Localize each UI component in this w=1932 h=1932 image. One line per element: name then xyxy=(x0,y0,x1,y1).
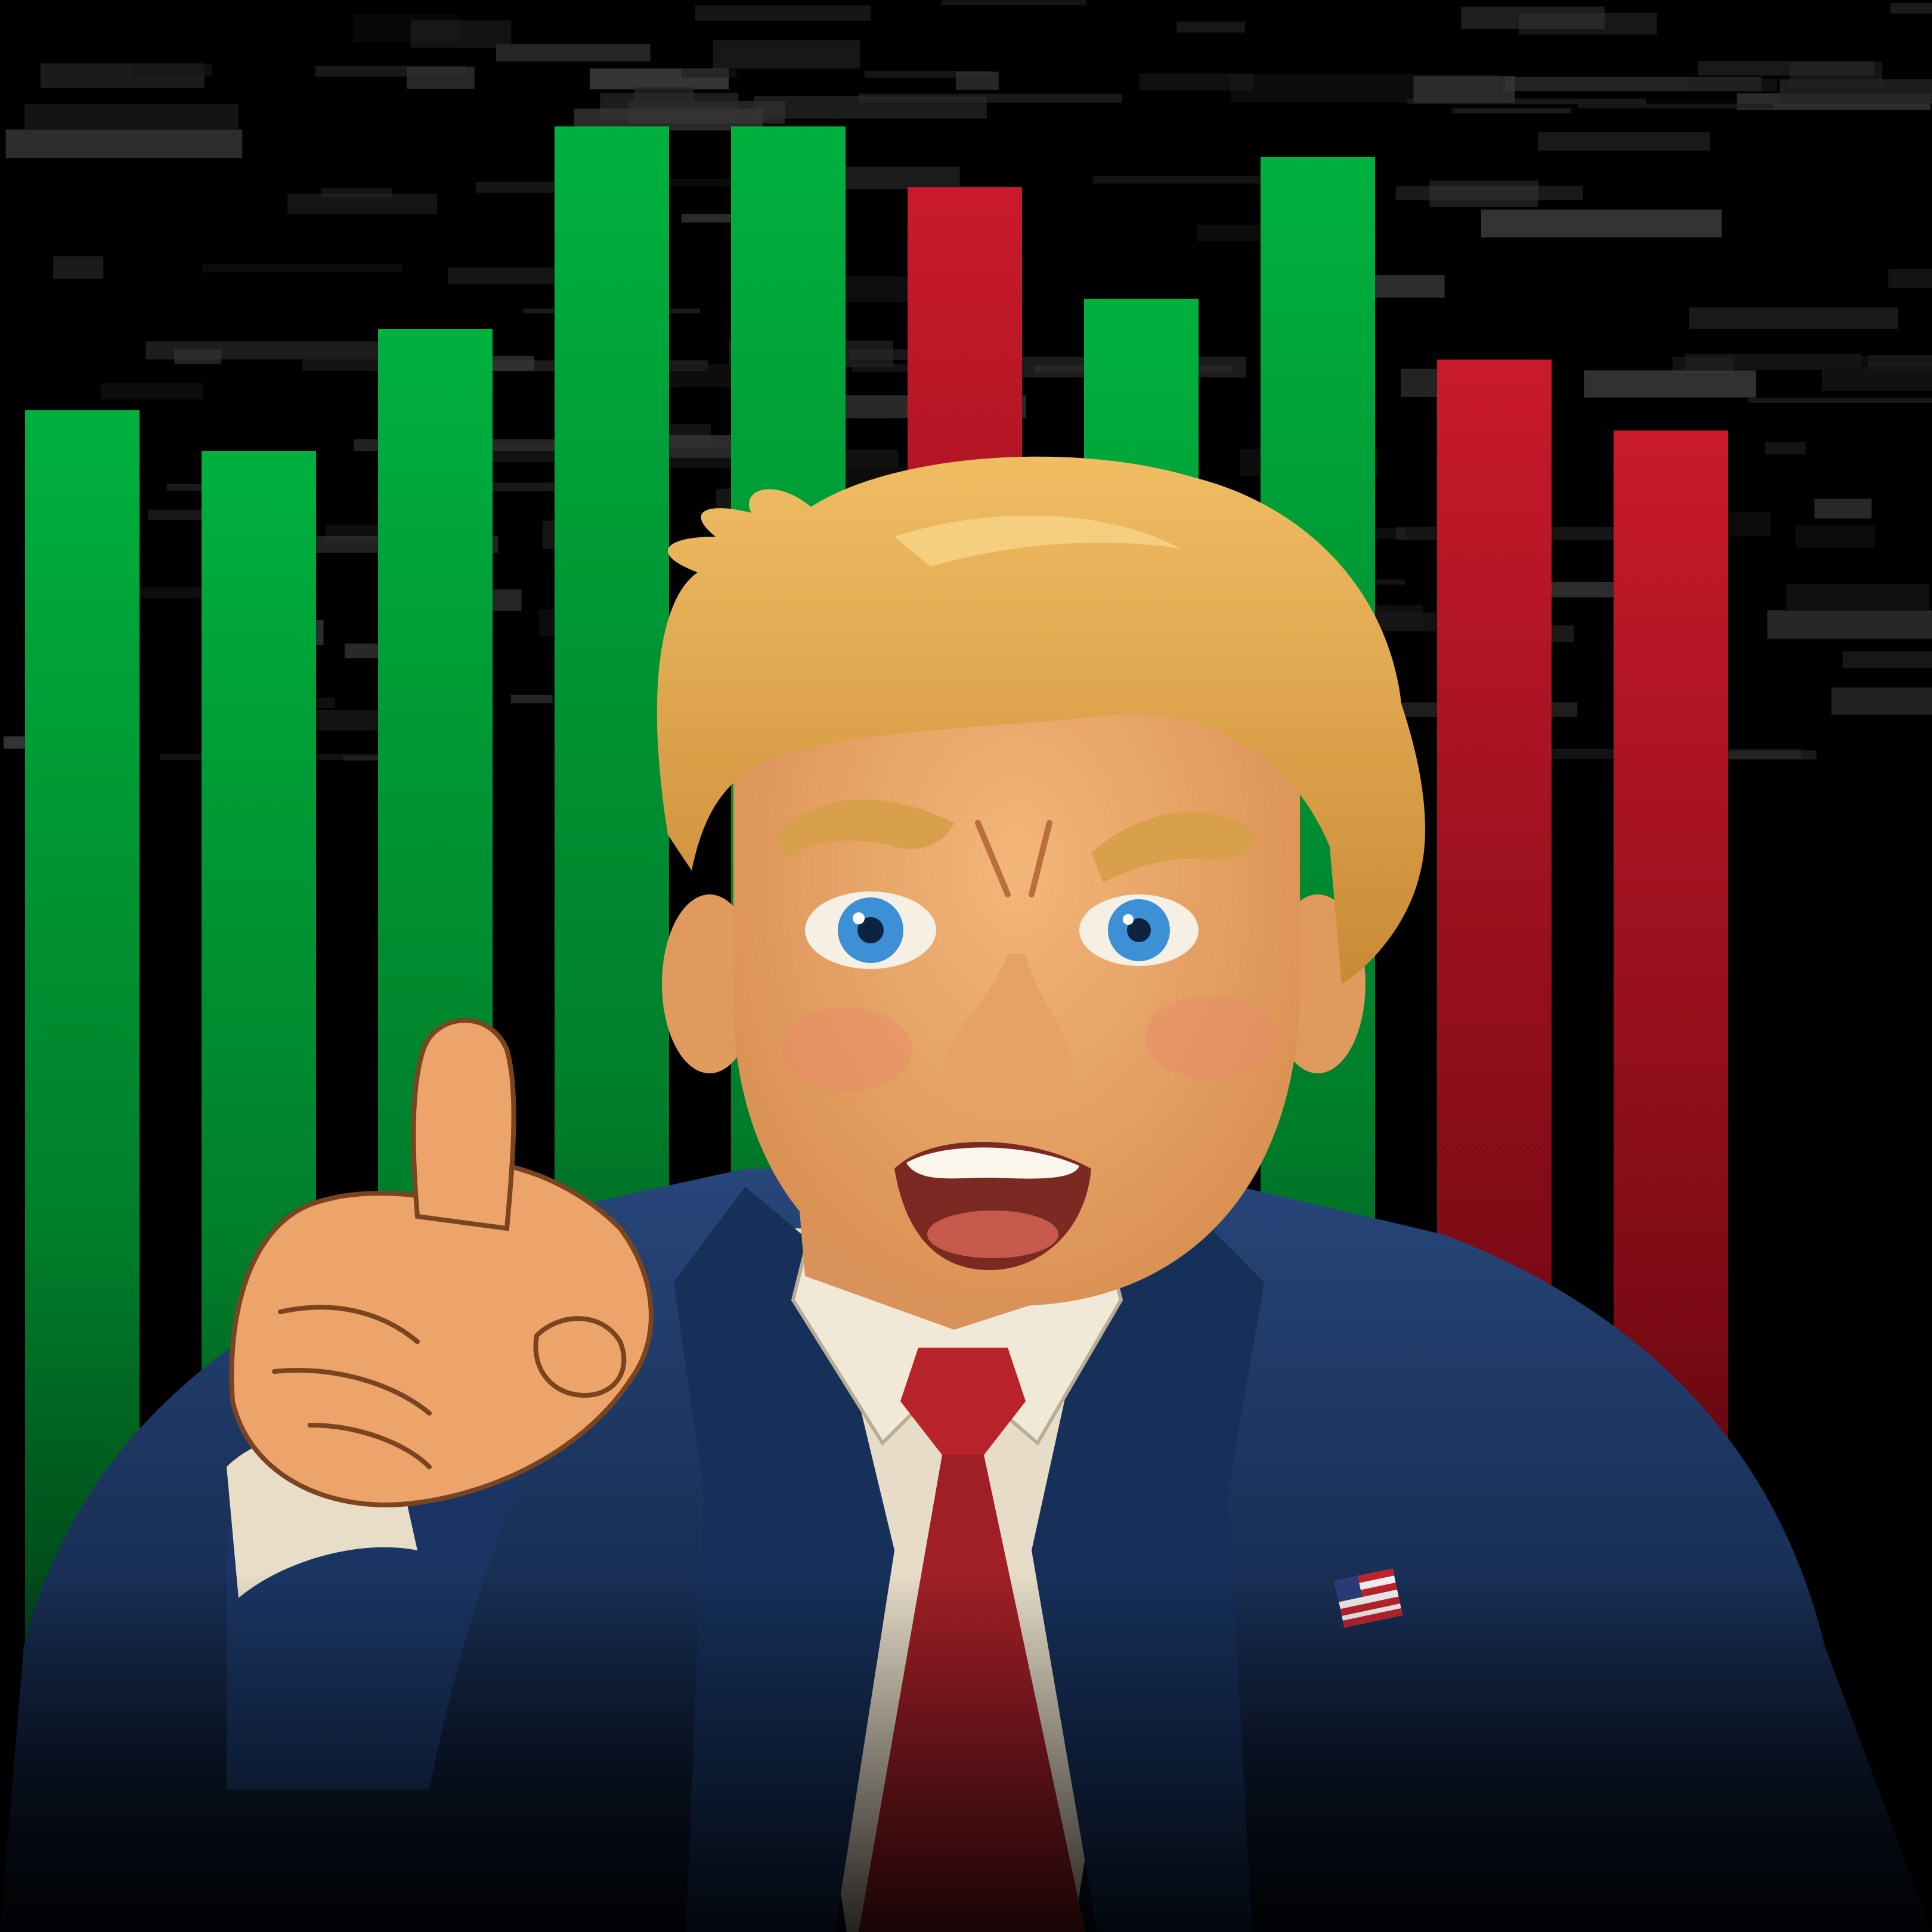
glitch-block xyxy=(1748,398,1932,403)
glitch-block xyxy=(5,129,243,159)
glitch-block xyxy=(343,756,409,761)
bottom-vignette xyxy=(0,1133,1932,1932)
glitch-block xyxy=(407,66,475,89)
glitch-block xyxy=(1537,132,1711,151)
glitch-block xyxy=(1461,6,1605,29)
glitch-block xyxy=(1726,750,1817,760)
glitch-block xyxy=(713,40,860,69)
glitch-block xyxy=(956,72,999,90)
frown-lines xyxy=(975,820,1052,897)
hair xyxy=(657,456,1425,984)
cartoon-man-pointing xyxy=(0,456,1932,1932)
glitch-block xyxy=(1688,78,1778,92)
glitch-block xyxy=(1092,175,1274,184)
glitch-block xyxy=(1795,524,1875,548)
glitch-block xyxy=(145,341,414,360)
glitch-block xyxy=(1831,687,1932,715)
glitch-block xyxy=(202,263,402,273)
glitch-block xyxy=(1814,499,1872,519)
glitch-block xyxy=(1689,307,1899,329)
glitch-block xyxy=(1452,108,1571,114)
glitch-block xyxy=(1779,79,1932,104)
glitch-block xyxy=(510,695,553,704)
right-eyebrow xyxy=(1091,812,1258,883)
left-eye-glint xyxy=(853,912,865,924)
left-cheek xyxy=(781,1008,912,1091)
glitch-block xyxy=(321,188,393,197)
right-cheek xyxy=(1145,996,1276,1079)
glitch-block xyxy=(1519,13,1657,35)
glitch-block xyxy=(1843,651,1932,668)
glitch-block xyxy=(1366,528,1405,539)
glitch-block xyxy=(1767,610,1932,639)
glitch-block xyxy=(941,0,1086,5)
glitch-block xyxy=(53,256,104,279)
glitch-block xyxy=(24,103,239,129)
glitch-block xyxy=(1765,442,1806,454)
glitch-block xyxy=(754,96,987,119)
glitch-block xyxy=(287,193,437,214)
glitch-block xyxy=(100,383,203,400)
glitch-block xyxy=(1395,186,1583,200)
glitch-block xyxy=(1577,103,1773,109)
glitch-block xyxy=(496,44,651,62)
right-eye-glint xyxy=(1123,914,1134,925)
glitch-block xyxy=(864,70,991,78)
left-pupil xyxy=(857,917,884,943)
hair-highlight xyxy=(894,515,1181,566)
glitch-block xyxy=(1584,370,1757,398)
glitch-block xyxy=(695,5,871,21)
glitch-block xyxy=(132,64,213,76)
glitch-block xyxy=(1786,584,1930,610)
glitch-block xyxy=(1176,21,1246,33)
glitch-block xyxy=(1481,209,1722,238)
glitch-block xyxy=(1888,268,1932,289)
nose xyxy=(942,954,1073,1095)
glitch-block xyxy=(1793,356,1932,363)
glitch-block xyxy=(681,69,737,78)
left-eyebrow xyxy=(775,799,954,859)
glitch-block xyxy=(1139,73,1253,91)
glitch-block xyxy=(1407,98,1646,104)
glitch-block xyxy=(1413,76,1515,103)
glitch-block xyxy=(410,20,512,48)
glitch-block xyxy=(1822,364,1932,392)
glitch-block xyxy=(1890,2,1932,14)
right-pupil xyxy=(1127,918,1151,942)
glitch-block xyxy=(1429,180,1538,207)
glitch-block xyxy=(352,14,459,43)
